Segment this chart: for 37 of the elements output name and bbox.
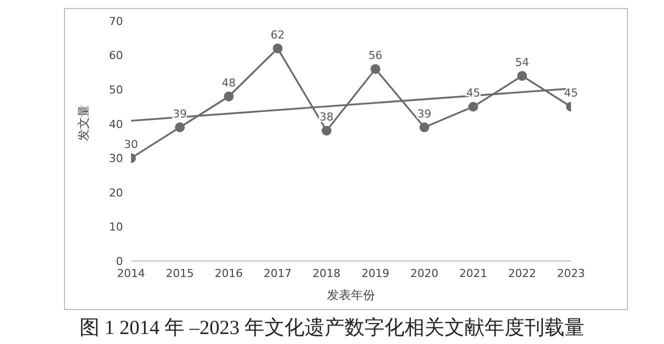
y-axis-title: 发文量 xyxy=(76,105,90,141)
point xyxy=(370,64,380,74)
data-label: 38 xyxy=(320,110,334,124)
x-tick-label: 2021 xyxy=(459,266,488,280)
data-label: 48 xyxy=(222,76,236,90)
point xyxy=(468,102,478,112)
y-tick-label: 40 xyxy=(109,118,123,131)
data-label: 56 xyxy=(368,49,382,62)
x-tick-label: 2014 xyxy=(117,266,145,280)
y-tick-label: 10 xyxy=(109,220,123,234)
y-tick-label: 0 xyxy=(116,254,123,268)
text: 图 1 2014 年 –2023 年文化遗产数字化相关文献年度刊载量 xyxy=(78,316,586,341)
point xyxy=(517,70,528,81)
data-label: 45 xyxy=(564,86,578,100)
point xyxy=(322,126,332,136)
point xyxy=(174,122,185,132)
y-tick-label: 50 xyxy=(109,83,123,96)
x-axis-title: 发表年份 xyxy=(327,288,375,302)
data-label: 54 xyxy=(515,56,530,69)
y-tick-label: 70 xyxy=(109,14,123,28)
x-tick-label: 2020 xyxy=(410,266,438,280)
x-tick-label: 2019 xyxy=(361,266,390,280)
x-tick-label: 2023 xyxy=(557,266,585,280)
x-tick-label: 2022 xyxy=(508,266,536,280)
point xyxy=(272,44,283,54)
x-tick-label: 2016 xyxy=(214,266,243,280)
point xyxy=(224,92,234,102)
y-tick-label: 20 xyxy=(109,186,123,200)
data-label: 62 xyxy=(270,28,285,42)
point xyxy=(419,122,430,132)
data-label: 30 xyxy=(124,138,138,152)
data-label: 39 xyxy=(417,107,432,120)
x-tick-label: 2015 xyxy=(166,266,194,280)
y-tick-label: 30 xyxy=(109,152,123,166)
x-tick-label: 2018 xyxy=(312,266,341,280)
x-tick-label: 2017 xyxy=(264,266,292,280)
y-tick-label: 60 xyxy=(109,49,123,62)
